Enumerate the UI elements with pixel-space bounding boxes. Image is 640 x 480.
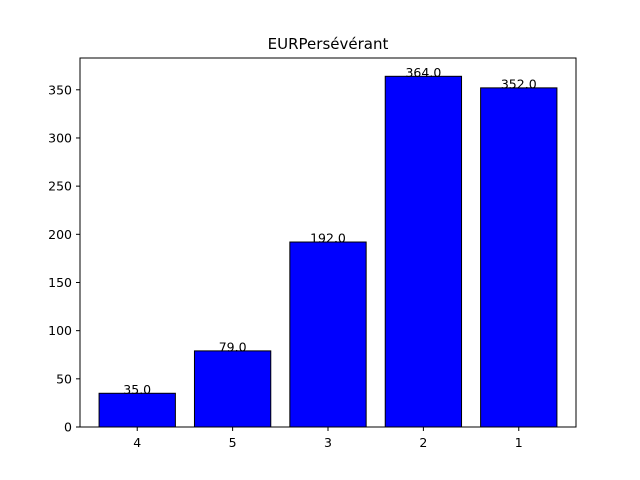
bar-value-label: 35.0 [123,382,151,397]
bar [98,392,176,428]
bar [480,87,558,428]
y-tick-label: 100 [48,323,72,338]
plot-area: 35.0 4 79.0 5 192.0 3 364.0 2 352.0 1 0 50 100 150 200… [48,57,577,450]
bar [193,350,272,428]
y-tick-label: 50 [56,371,72,386]
x-tick-label: 4 [133,435,141,450]
bar-value-label: 352.0 [501,76,537,91]
y-tick-label: 150 [48,275,72,290]
x-tick-label: 2 [419,435,427,450]
x-tick-label: 5 [229,435,237,450]
axes-frame [79,57,577,428]
y-tick-label: 250 [48,179,72,194]
chart-title: EURPersévérant [268,35,389,53]
y-tick-label: 300 [48,130,72,145]
y-tick-label: 0 [64,420,72,435]
x-tick-label: 3 [324,435,332,450]
bar [289,241,367,428]
y-tick-label: 200 [48,227,72,242]
y-tick-label: 350 [48,82,72,97]
bar-value-label: 79.0 [219,339,247,354]
bar [384,75,463,428]
bar-value-label: 364.0 [405,65,441,80]
x-tick-label: 1 [515,435,523,450]
bar-value-label: 192.0 [310,231,346,246]
